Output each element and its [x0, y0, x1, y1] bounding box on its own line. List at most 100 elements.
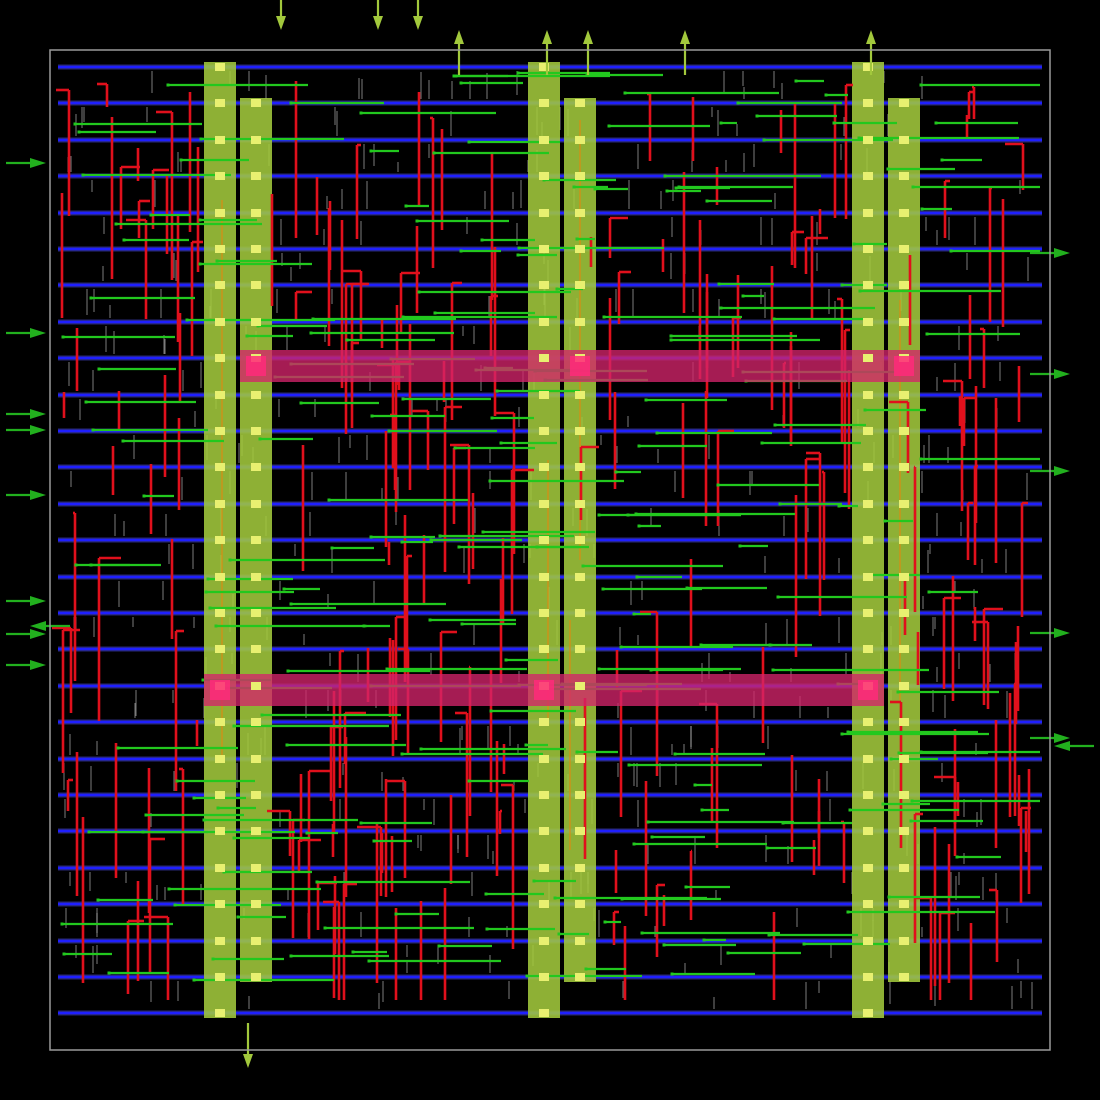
strap-via — [215, 245, 225, 253]
route-via — [351, 950, 355, 954]
io-pin-arrow-icon — [1054, 369, 1070, 379]
route-via — [345, 338, 349, 342]
route-via — [575, 237, 579, 241]
strap-via — [899, 427, 909, 435]
strap-via — [251, 755, 261, 763]
route-via — [846, 730, 850, 734]
route-via — [555, 287, 559, 291]
route-via — [214, 624, 218, 628]
strap-via — [539, 354, 549, 362]
route-via — [359, 821, 363, 825]
strap-intersection-via — [210, 680, 230, 700]
route-via — [385, 667, 389, 671]
strap-via — [251, 427, 261, 435]
strap-via — [899, 209, 909, 217]
route-via — [192, 796, 196, 800]
route-via — [670, 972, 674, 976]
route-via — [330, 546, 334, 550]
io-pin-arrow-icon — [373, 16, 383, 30]
io-pin-arrow-icon — [30, 660, 46, 670]
route-via — [524, 743, 528, 747]
route-via — [372, 839, 376, 843]
route-via — [909, 819, 913, 823]
route-via — [96, 898, 100, 902]
route-via — [705, 199, 709, 203]
route-via — [504, 658, 508, 662]
strap-via — [251, 573, 261, 581]
route-via — [480, 238, 484, 242]
route-via — [940, 158, 944, 162]
route-via — [89, 563, 93, 567]
route-via — [452, 74, 456, 78]
strap-via — [863, 937, 873, 945]
route-via — [484, 892, 488, 896]
strap-via — [899, 645, 909, 653]
strap-via — [539, 1009, 549, 1017]
route-via — [370, 414, 374, 418]
route-via — [516, 253, 520, 257]
strap-via — [899, 791, 909, 799]
io-pin-arrow-icon — [413, 16, 423, 30]
strap-via — [575, 937, 585, 945]
route-via — [359, 111, 363, 115]
io-pin-arrow-icon — [30, 596, 46, 606]
route-via — [245, 334, 249, 338]
die-boundary — [49, 49, 1051, 1051]
route-via — [467, 779, 471, 783]
strap-via — [251, 172, 261, 180]
strap-via — [215, 827, 225, 835]
route-via — [669, 334, 673, 338]
strap-via — [863, 245, 873, 253]
route-via — [61, 335, 65, 339]
strap-via — [539, 937, 549, 945]
route-via — [603, 920, 607, 924]
strap-via — [863, 63, 873, 71]
route-via — [881, 802, 885, 806]
route-via — [89, 296, 93, 300]
strap-via — [899, 900, 909, 908]
strap-via — [215, 900, 225, 908]
strap-via — [863, 536, 873, 544]
strap-via — [899, 318, 909, 326]
strap-via — [863, 318, 873, 326]
strap-via — [899, 573, 909, 581]
route-via — [726, 951, 730, 955]
strap-via — [539, 318, 549, 326]
route-via — [925, 332, 929, 336]
strap-via — [539, 172, 549, 180]
route-via — [824, 93, 828, 97]
strap-via — [575, 427, 585, 435]
route-via — [620, 897, 624, 901]
route-via — [773, 423, 777, 427]
strap-via — [899, 755, 909, 763]
route-via — [453, 446, 457, 450]
route-via — [736, 101, 740, 105]
route-via — [886, 167, 890, 171]
route-via — [77, 130, 81, 134]
strap-via — [251, 937, 261, 945]
strap-via — [863, 209, 873, 217]
route-via — [771, 668, 775, 672]
strap-via — [575, 791, 585, 799]
route-via — [84, 400, 88, 404]
strap-via — [251, 827, 261, 835]
io-pin-arrow-icon — [1054, 733, 1070, 743]
strap-via — [575, 209, 585, 217]
strap-via — [251, 973, 261, 981]
strap-via — [251, 536, 261, 544]
route-via — [367, 959, 371, 963]
route-via — [400, 540, 404, 544]
route-via — [369, 535, 373, 539]
route-via — [315, 880, 319, 884]
route-via — [404, 204, 408, 208]
strap-via — [575, 755, 585, 763]
route-via — [457, 545, 461, 549]
route-via — [857, 136, 861, 140]
route-via — [211, 957, 215, 961]
strap-via — [575, 391, 585, 399]
strap-via — [215, 99, 225, 107]
route-via — [116, 746, 120, 750]
route-via — [141, 830, 145, 834]
route-via — [185, 318, 189, 322]
